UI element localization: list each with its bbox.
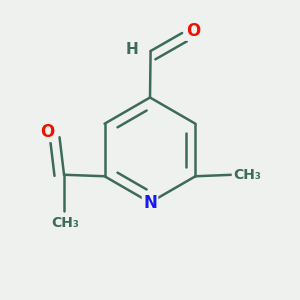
Text: O: O [186,22,201,40]
Text: H: H [126,42,138,57]
Text: O: O [40,123,54,141]
Text: CH₃: CH₃ [233,168,261,182]
Text: N: N [143,194,157,211]
Text: CH₃: CH₃ [52,216,80,230]
